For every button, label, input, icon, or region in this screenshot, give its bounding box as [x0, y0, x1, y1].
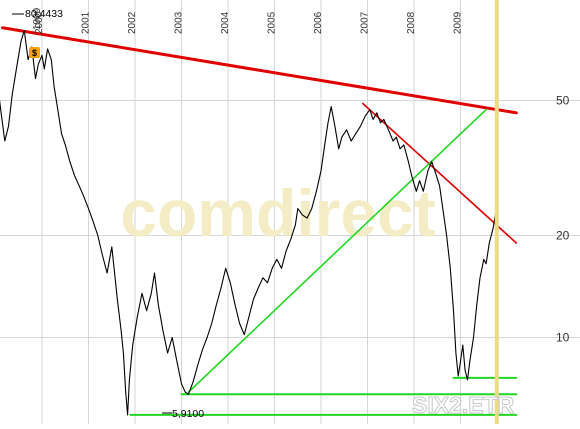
- year-tick-label-2004: 2004: [220, 11, 231, 34]
- year-tick-label-2008: 2008: [406, 11, 417, 34]
- resistance-line-0: [0, 26, 518, 115]
- price-line-0: [0, 30, 496, 416]
- dividend-badge-icon: [29, 47, 40, 58]
- year-tick-label-1999: 1999: [32, 7, 43, 30]
- dividend-symbol: $: [32, 48, 37, 58]
- price-tick-label-10: 10: [556, 331, 570, 345]
- year-tick-label-2009: 2009: [453, 11, 464, 34]
- year-tick-label-2000: 2000: [34, 11, 45, 34]
- year-tick-label-2002: 2002: [127, 11, 138, 34]
- price-series: [0, 30, 496, 416]
- high-value-label: 80,4433: [25, 8, 63, 20]
- support-line-2: [187, 108, 487, 393]
- current-date-marker: [494, 0, 499, 424]
- low-value-label: 5,9100: [172, 408, 204, 420]
- axis-ticks: 2000 2001 2002 2003 2004 2005 2006 2007 2008 2009…: [34, 11, 570, 344]
- price-tick-label-50: 50: [556, 94, 570, 108]
- year-tick-label-2006: 2006: [313, 11, 324, 34]
- resistance-line-1: [362, 102, 518, 244]
- year-tick-label-2005: 2005: [267, 11, 278, 34]
- year-tick-label-2007: 2007: [360, 11, 371, 34]
- dividend-marker: $: [29, 47, 40, 58]
- year-tick-label-2001: 2001: [81, 11, 92, 34]
- year-tick-label-2003: 2003: [174, 11, 185, 34]
- trendlines: [0, 26, 518, 416]
- price-tick-label-20: 20: [556, 228, 570, 242]
- symbol-label: SIX2.ETR: [412, 392, 515, 418]
- watermark-text: comdirect: [120, 176, 435, 250]
